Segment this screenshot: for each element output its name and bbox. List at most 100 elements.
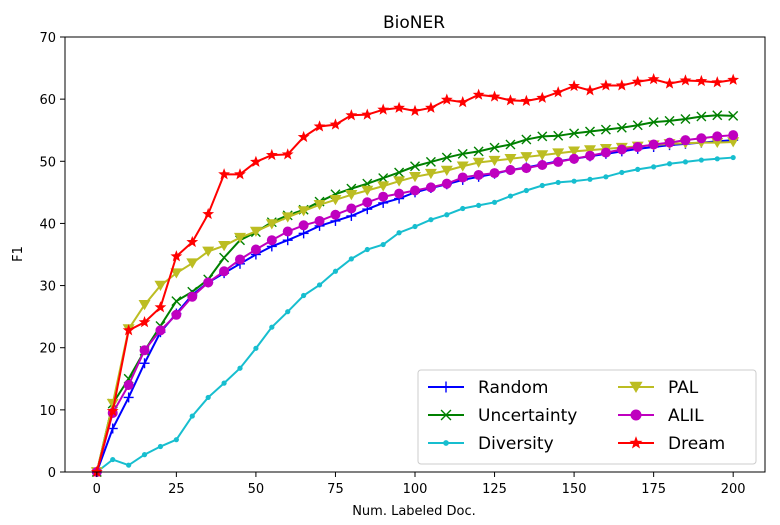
data-point-dream-37: [679, 74, 692, 86]
data-point-uncertainty-22: [441, 152, 452, 163]
data-point-uncertainty-36: [664, 115, 675, 126]
data-point-uncertainty-37: [680, 114, 691, 125]
axes-layer: 0 25 50 75 100 125 150 175 200 0 10 20 30 40 50 60 70: [39, 31, 766, 497]
x-tick-label-175: 175: [641, 482, 666, 497]
data-point-alil-10: [250, 244, 261, 255]
data-point-pal-18: [377, 181, 390, 192]
data-point-uncertainty-34: [632, 120, 643, 131]
data-point-alil-12: [282, 226, 293, 237]
data-point-alil-28: [537, 160, 548, 171]
data-point-uncertainty-18: [378, 173, 389, 184]
data-point-diversity-20: [412, 223, 418, 230]
data-point-dream-15: [329, 118, 342, 130]
data-point-diversity-30: [571, 178, 577, 184]
data-point-alil-2: [123, 380, 134, 390]
data-point-dream-5: [170, 250, 183, 262]
data-point-alil-36: [664, 137, 675, 148]
data-point-uncertainty-28: [537, 131, 548, 142]
data-point-alil-22: [441, 178, 452, 189]
data-point-pal-27: [520, 152, 533, 163]
data-point-diversity-10: [253, 345, 259, 351]
y-tick-label-50: 50: [39, 155, 56, 170]
data-point-pal-7: [202, 246, 215, 257]
data-point-diversity-25: [491, 199, 498, 205]
data-point-diversity-40: [730, 154, 736, 161]
data-point-pal-26: [504, 154, 517, 165]
data-point-alil-16: [346, 203, 357, 214]
data-point-alil-33: [616, 144, 627, 155]
data-point-dream-20: [409, 104, 421, 116]
data-point-pal-12: [281, 212, 294, 223]
data-point-dream-34: [631, 75, 644, 87]
legend-marker-dream: [629, 436, 643, 449]
legend-label-diversity: Diversity: [478, 434, 554, 454]
data-point-uncertainty-5: [171, 296, 182, 307]
data-point-dream-39: [711, 76, 724, 88]
data-point-alil-35: [648, 139, 659, 150]
data-point-uncertainty-38: [696, 111, 707, 122]
data-point-alil-32: [600, 147, 611, 158]
data-point-diversity-11: [269, 324, 275, 330]
data-point-uncertainty-24: [473, 146, 484, 157]
legend-label-uncertainty: Uncertainty: [478, 406, 577, 426]
data-point-dream-33: [615, 79, 628, 91]
data-point-alil-29: [553, 156, 564, 167]
data-point-diversity-29: [555, 179, 561, 186]
data-point-dream-19: [393, 101, 405, 113]
data-point-alil-31: [585, 150, 595, 161]
x-tick-label-25: 25: [168, 482, 185, 497]
data-point-alil-38: [696, 133, 707, 144]
x-tick-label-100: 100: [403, 482, 428, 497]
data-point-uncertainty-31: [585, 126, 595, 137]
data-point-diversity-31: [587, 176, 593, 182]
legend-label-random: Random: [478, 378, 548, 398]
data-point-alil-13: [298, 220, 309, 231]
data-point-diversity-4: [157, 443, 164, 450]
legend-item-alil: ALIL: [618, 406, 704, 426]
data-point-dream-36: [663, 77, 676, 89]
data-point-alil-19: [394, 188, 405, 199]
data-point-uncertainty-30: [569, 128, 580, 139]
data-point-dream-25: [488, 90, 501, 102]
data-point-uncertainty-35: [648, 117, 659, 128]
data-point-uncertainty-19: [394, 167, 405, 178]
data-point-pal-28: [536, 150, 549, 161]
data-point-dream-40: [727, 73, 740, 85]
data-point-random-2: [123, 392, 134, 403]
data-point-dream-8: [218, 168, 230, 180]
data-point-dream-23: [456, 96, 469, 108]
data-point-pal-30: [568, 146, 581, 157]
data-point-alil-40: [728, 130, 739, 141]
data-point-diversity-15: [332, 268, 339, 274]
data-point-pal-5: [170, 268, 183, 279]
data-point-alil-4: [155, 325, 166, 336]
data-point-pal-25: [488, 155, 501, 167]
legend-item-diversity: Diversity: [428, 434, 554, 454]
data-point-dream-29: [552, 86, 565, 98]
data-point-diversity-39: [714, 156, 720, 162]
y-tick-label-70: 70: [39, 31, 56, 46]
data-point-pal-17: [361, 185, 374, 196]
data-point-dream-30: [568, 79, 580, 92]
y-tick-label-0: 0: [48, 466, 56, 481]
data-point-dream-11: [265, 148, 278, 161]
data-point-diversity-8: [221, 380, 227, 386]
y-axis-label: F1: [11, 246, 26, 262]
data-point-diversity-38: [698, 157, 704, 163]
data-point-diversity-17: [364, 246, 370, 253]
data-point-pal-13: [297, 206, 310, 217]
data-point-uncertainty-23: [457, 148, 468, 159]
data-point-dream-21: [425, 101, 437, 113]
data-point-dream-16: [345, 109, 358, 121]
data-point-uncertainty-8: [219, 252, 230, 263]
data-point-alil-9: [235, 254, 245, 265]
data-point-diversity-2: [126, 462, 132, 468]
data-point-pal-21: [424, 168, 437, 180]
data-point-pal-15: [329, 195, 342, 206]
data-point-pal-8: [218, 241, 231, 252]
data-point-diversity-37: [682, 159, 689, 165]
data-point-pal-1: [106, 398, 119, 410]
data-point-dream-12: [281, 148, 294, 160]
data-point-diversity-24: [476, 202, 482, 209]
data-point-diversity-27: [523, 187, 529, 194]
